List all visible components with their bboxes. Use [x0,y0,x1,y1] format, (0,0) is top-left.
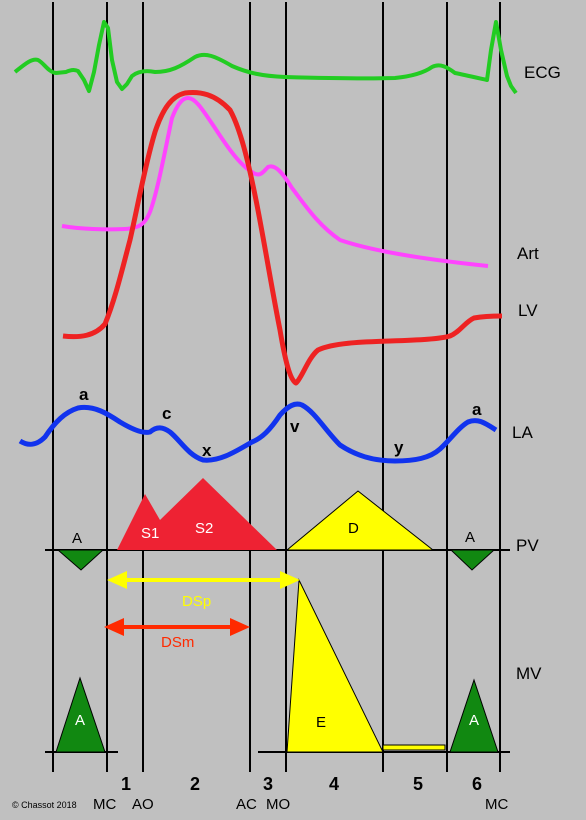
pv-s2-label: S2 [195,520,213,537]
phase-2: 2 [190,774,200,794]
mv-a-label-left: A [75,712,85,729]
la-label: LA [512,423,533,442]
la-wave-x: x [202,441,212,460]
ecg-trace [13,20,518,95]
la-wave-a-right: a [472,400,482,419]
phase-6: 6 [472,774,482,794]
event-mc-right: MC [485,796,508,813]
ecg-label: ECG [524,63,561,82]
event-ac: AC [236,796,257,813]
pv-s-wave [117,478,277,550]
la-wave-v: v [290,417,300,436]
phase-3: 3 [263,774,273,794]
mv-e-wave [286,578,384,753]
art-trace [61,96,489,268]
lv-label: LV [518,301,538,320]
pv-s1-label: S1 [141,525,159,542]
pv-a-wave-left [56,549,105,571]
pv-d-label: D [348,520,359,537]
event-ao: AO [132,796,154,813]
copyright: © Chassot 2018 [12,800,77,810]
mv-a-label-right: A [469,712,479,729]
phase-5: 5 [413,774,423,794]
mv-a-wave-left [55,676,106,753]
phase-1: 1 [121,774,131,794]
pv-a-wave-right [449,549,496,571]
la-wave-y: y [394,438,404,457]
mv-label: MV [516,664,542,683]
event-mc-left: MC [93,796,116,813]
dsp-label: DSp [182,593,211,610]
dsm-label: DSm [161,634,194,651]
mv-diastasis [382,744,446,751]
lv-trace [62,90,503,386]
pv-a-label-right: A [465,529,475,546]
pv-label: PV [516,536,539,555]
la-trace [18,401,498,464]
la-wave-a-left: a [79,385,89,404]
pv-a-label-left: A [72,530,82,547]
art-label: Art [517,244,539,263]
mv-e-label: E [316,714,326,731]
phase-4: 4 [329,774,339,794]
event-lines [52,2,501,772]
dsp-arrow [107,571,300,589]
la-wave-c: c [162,404,171,423]
dsm-arrow [104,618,250,636]
mv-a-wave-right [449,678,499,753]
event-mo: MO [266,796,290,813]
pv-d-wave [285,490,435,551]
